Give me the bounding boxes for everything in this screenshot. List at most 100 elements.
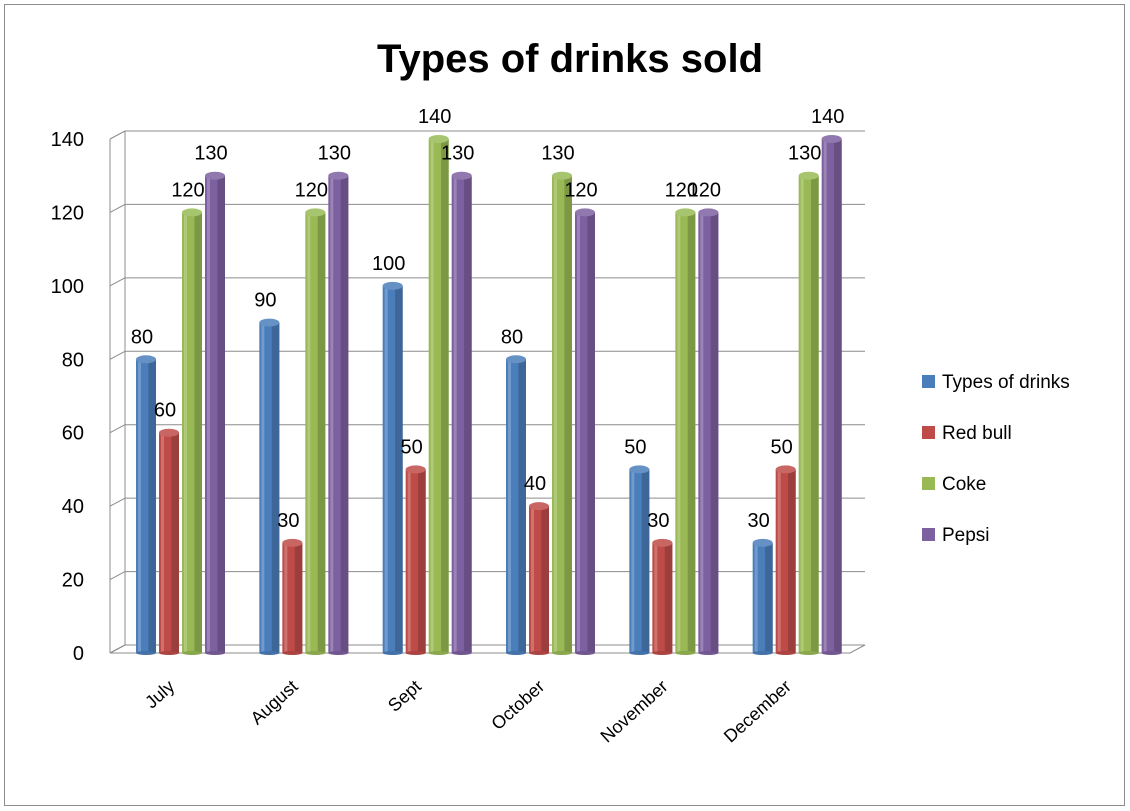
floor — [109, 644, 866, 654]
data-label: 130 — [541, 143, 574, 165]
bar-cap — [182, 208, 202, 217]
bar-base — [652, 651, 673, 655]
bar-highlight — [384, 285, 388, 653]
data-label: 120 — [688, 179, 721, 201]
bar-base — [752, 651, 773, 655]
bar-highlight — [677, 212, 681, 653]
bar-highlight — [138, 359, 141, 653]
bar-shade — [518, 359, 526, 653]
bar-highlight — [577, 212, 580, 653]
bar-cap — [159, 428, 179, 437]
data-label: 120 — [295, 179, 328, 201]
bar-shade — [834, 139, 842, 653]
bar-highlight — [261, 322, 265, 653]
data-label: 130 — [194, 143, 227, 165]
gridline-diag — [109, 277, 126, 287]
bar-highlight — [531, 506, 534, 653]
data-label: 100 — [372, 253, 405, 275]
bar-highlight — [207, 175, 210, 653]
bar-shade — [395, 285, 403, 653]
x-tick-label: December — [720, 676, 795, 746]
bar-shade — [418, 469, 426, 653]
bar-highlight — [407, 469, 411, 653]
bar-base — [205, 651, 225, 655]
data-label: 140 — [811, 106, 844, 128]
bar-base — [575, 651, 595, 655]
bar-shade — [765, 542, 773, 653]
legend-swatch — [922, 528, 935, 541]
bar-shade — [641, 469, 650, 653]
bar-cap — [205, 171, 225, 180]
bar-highlight — [330, 175, 334, 653]
bar-cap — [451, 171, 472, 180]
y-tick-label: 140 — [51, 129, 84, 151]
data-label: 30 — [748, 510, 770, 532]
bar-shade — [340, 175, 349, 653]
bar-base — [182, 651, 202, 655]
data-label: 30 — [647, 510, 669, 532]
data-labels: 80 60 120 130 90 30 120 130 100 50 140 130 80 40 130 12… — [131, 106, 844, 532]
bar-shade — [564, 175, 572, 653]
data-label: 130 — [441, 143, 474, 165]
data-label: 80 — [501, 326, 523, 348]
bar-cap — [305, 208, 326, 217]
gridlines — [109, 130, 866, 654]
bar-highlight — [284, 542, 288, 653]
bar-cap — [652, 538, 673, 547]
data-label: 140 — [418, 106, 451, 128]
y-tick-label: 60 — [62, 423, 84, 445]
y-tick-label: 100 — [51, 276, 84, 298]
bar-base — [675, 651, 696, 655]
x-tick-label: August — [247, 676, 302, 728]
bar-cap — [529, 502, 549, 511]
bar-shade — [687, 212, 696, 653]
legend-label: Red bull — [942, 423, 1012, 444]
bar-highlight — [554, 175, 557, 653]
x-tick-label: July — [141, 676, 178, 712]
x-tick-label: October — [487, 676, 548, 734]
data-label: 130 — [318, 143, 351, 165]
bar-cap — [552, 171, 572, 180]
bar-shade — [664, 542, 673, 653]
gridline-diag — [109, 571, 126, 581]
bar-shade — [148, 359, 156, 653]
data-label: 30 — [277, 510, 299, 532]
x-axis: July August Sept October November December — [141, 676, 795, 746]
bar-shade — [441, 139, 449, 653]
bar-highlight — [161, 432, 164, 653]
bar-cap — [798, 171, 819, 180]
bar-shade — [217, 175, 225, 653]
bar-highlight — [631, 469, 635, 653]
bar-shade — [317, 212, 326, 653]
bar-highlight — [777, 469, 781, 653]
data-label: 60 — [154, 400, 176, 422]
data-label: 120 — [171, 179, 204, 201]
gridline-diag — [109, 130, 126, 140]
data-label: 80 — [131, 326, 153, 348]
y-tick-label: 20 — [62, 570, 84, 592]
y-tick-label: 120 — [51, 202, 84, 224]
y-tick-label: 80 — [62, 349, 84, 371]
x-tick-label: November — [597, 676, 672, 746]
legend-label: Coke — [942, 474, 986, 495]
legend: Types of drinks Red bull Coke Pepsi — [922, 372, 1070, 546]
bar-cap — [821, 135, 842, 143]
y-tick-label: 40 — [62, 496, 84, 518]
gridline-diag — [109, 203, 126, 213]
bar-cap — [775, 465, 796, 474]
bar-shade — [541, 506, 549, 653]
bar-shade — [294, 542, 303, 653]
bar-shade — [811, 175, 819, 653]
bar-highlight — [654, 542, 658, 653]
bar-shade — [710, 212, 719, 653]
bar-highlight — [754, 542, 758, 653]
bar-base — [136, 651, 156, 655]
gridline-diag — [109, 424, 126, 434]
bar-base — [698, 651, 719, 655]
bar-shade — [788, 469, 796, 653]
bar-highlight — [823, 139, 827, 653]
bar-cap — [575, 208, 595, 217]
bar-base — [305, 651, 326, 655]
gridline-diag — [109, 350, 126, 360]
bar-highlight — [700, 212, 704, 653]
